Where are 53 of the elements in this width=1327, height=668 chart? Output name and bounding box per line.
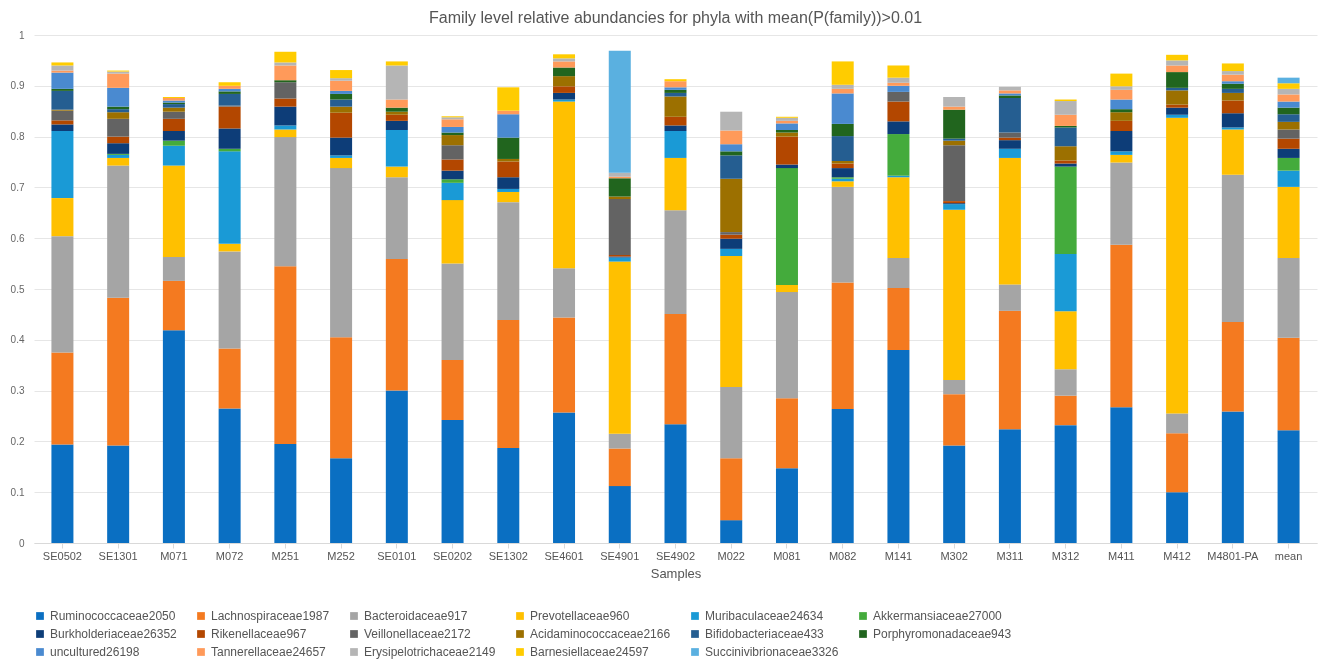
x-tick-label: SE0101 xyxy=(377,549,417,562)
legend-label: Tannerellaceae24657 xyxy=(211,645,327,659)
x-tick-label: M411 xyxy=(1108,549,1135,562)
legend-label: Erysipelotrichaceae2149 xyxy=(364,645,496,659)
x-tick-label: M072 xyxy=(215,549,244,562)
legend-label: uncultured26198 xyxy=(50,645,140,659)
legend-label: Akkermansiaceae27000 xyxy=(873,609,1003,623)
legend-label: Bifidobacteriaceae433 xyxy=(705,627,825,641)
legend-label: Lachnospiraceae1987 xyxy=(211,609,330,623)
x-tick-label: M071 xyxy=(160,549,188,562)
y-tick-label: 0.5 xyxy=(10,283,25,295)
legend-label: Veillonellaceae2172 xyxy=(364,627,472,641)
legend-label: Porphyromonadaceae943 xyxy=(873,627,1012,641)
legend-label: Prevotellaceae960 xyxy=(530,609,630,623)
x-tick-label: M252 xyxy=(327,549,355,562)
legend-label: Bacteroidaceae917 xyxy=(364,609,468,623)
legend-label: Barnesiellaceae24597 xyxy=(530,645,650,659)
y-tick-label: 0.6 xyxy=(10,232,25,244)
y-tick-label: 0.1 xyxy=(10,486,25,498)
legend-label: Acidaminococcaceae2166 xyxy=(530,627,671,641)
x-tick-label: M311 xyxy=(996,549,1024,562)
y-tick-label: 0.9 xyxy=(10,80,25,92)
x-tick-label: SE4901 xyxy=(600,549,640,562)
x-tick-label: mean xyxy=(1274,549,1303,562)
legend-label: Burkholderiaceae26352 xyxy=(50,627,178,641)
legend-label: Ruminococcaceae2050 xyxy=(50,609,176,623)
y-tick-label: 0.4 xyxy=(10,334,25,346)
x-tick-label: M082 xyxy=(828,549,857,562)
y-tick-label: 0 xyxy=(18,537,25,549)
legend-label: Rikenellaceae967 xyxy=(211,627,307,641)
x-tick-label: SE1302 xyxy=(488,549,528,562)
y-tick-label: 1 xyxy=(18,29,25,41)
legend-label: Succinivibrionaceae3326 xyxy=(705,645,839,659)
x-axis-title: Samples xyxy=(650,565,702,581)
x-tick-label: M412 xyxy=(1163,549,1191,562)
y-tick-label: 0.3 xyxy=(10,385,25,397)
y-tick-label: 0.2 xyxy=(10,435,25,447)
x-tick-label: SE0202 xyxy=(432,549,473,562)
x-tick-label: M312 xyxy=(1051,549,1080,562)
x-tick-label: SE4601 xyxy=(544,549,584,562)
y-tick-label: 0.8 xyxy=(10,131,25,143)
x-tick-label: M251 xyxy=(271,549,300,562)
chart-title: Family level relative abundancies for phyla with mean(P(family))>0.01 xyxy=(428,9,923,26)
x-tick-label: M141 xyxy=(884,549,913,562)
x-tick-label: M022 xyxy=(717,549,745,562)
x-tick-label: M302 xyxy=(940,549,968,562)
x-tick-label: SE0502 xyxy=(42,549,82,562)
x-tick-label: SE4902 xyxy=(655,549,696,562)
legend-label: Muribaculaceae24634 xyxy=(705,609,824,623)
x-tick-label: M081 xyxy=(773,549,801,562)
x-tick-label: M4801-PA xyxy=(1207,549,1260,562)
y-tick-label: 0.7 xyxy=(10,181,25,193)
x-tick-label: SE1301 xyxy=(98,549,138,562)
